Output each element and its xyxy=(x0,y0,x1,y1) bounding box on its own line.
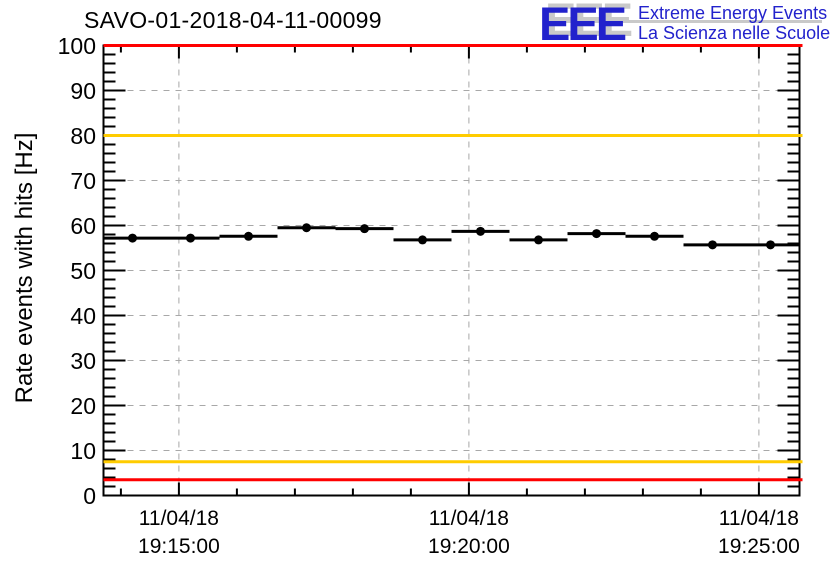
page-title: SAVO-01-2018-04-11-00099 xyxy=(84,7,382,33)
x-tick-label: 11/04/18 19:20:00 xyxy=(399,505,539,561)
data-point xyxy=(592,229,601,239)
eee-logo-text-line2: La Scienza nelle Scuole xyxy=(638,23,831,43)
data-point xyxy=(360,224,369,234)
data-point xyxy=(534,235,543,245)
x-tick-label: 11/04/18 19:15:00 xyxy=(109,505,249,561)
y-tick-label: 10 xyxy=(70,437,96,464)
data-point xyxy=(244,231,253,241)
eee-logo-text-line1: Extreme Energy Events xyxy=(638,3,828,23)
y-tick-label: 80 xyxy=(70,122,96,149)
y-tick-label: 40 xyxy=(70,302,96,329)
y-tick-label: 50 xyxy=(70,257,96,284)
eee-logo-letters: EEE xyxy=(539,0,627,50)
x-tick-time: 19:15:00 xyxy=(138,535,220,558)
data-point xyxy=(186,233,195,243)
data-point xyxy=(128,233,137,243)
data-point xyxy=(476,226,485,236)
x-tick-date: 11/04/18 xyxy=(428,507,509,530)
y-tick-label: 100 xyxy=(57,32,96,59)
y-tick-label: 20 xyxy=(70,392,96,419)
x-tick-label: 11/04/18 19:25:00 xyxy=(689,505,829,561)
data-point xyxy=(302,223,311,233)
y-tick-label: 70 xyxy=(70,167,96,194)
y-tick-label: 60 xyxy=(70,212,96,239)
data-point xyxy=(650,231,659,241)
x-tick-date: 11/04/18 xyxy=(138,507,219,530)
eee-logo-underline xyxy=(557,20,822,23)
y-tick-label: 90 xyxy=(70,77,96,104)
y-tick-label: 0 xyxy=(83,482,96,509)
x-tick-time: 19:25:00 xyxy=(718,535,800,558)
y-tick-label: 30 xyxy=(70,347,96,374)
data-point xyxy=(766,240,775,250)
x-tick-time: 19:20:00 xyxy=(428,535,510,558)
data-point xyxy=(418,235,427,245)
x-tick-date: 11/04/18 xyxy=(718,507,799,530)
eee-logo-text: Extreme Energy Events La Scienza nelle S… xyxy=(638,3,830,43)
data-point xyxy=(708,240,717,250)
